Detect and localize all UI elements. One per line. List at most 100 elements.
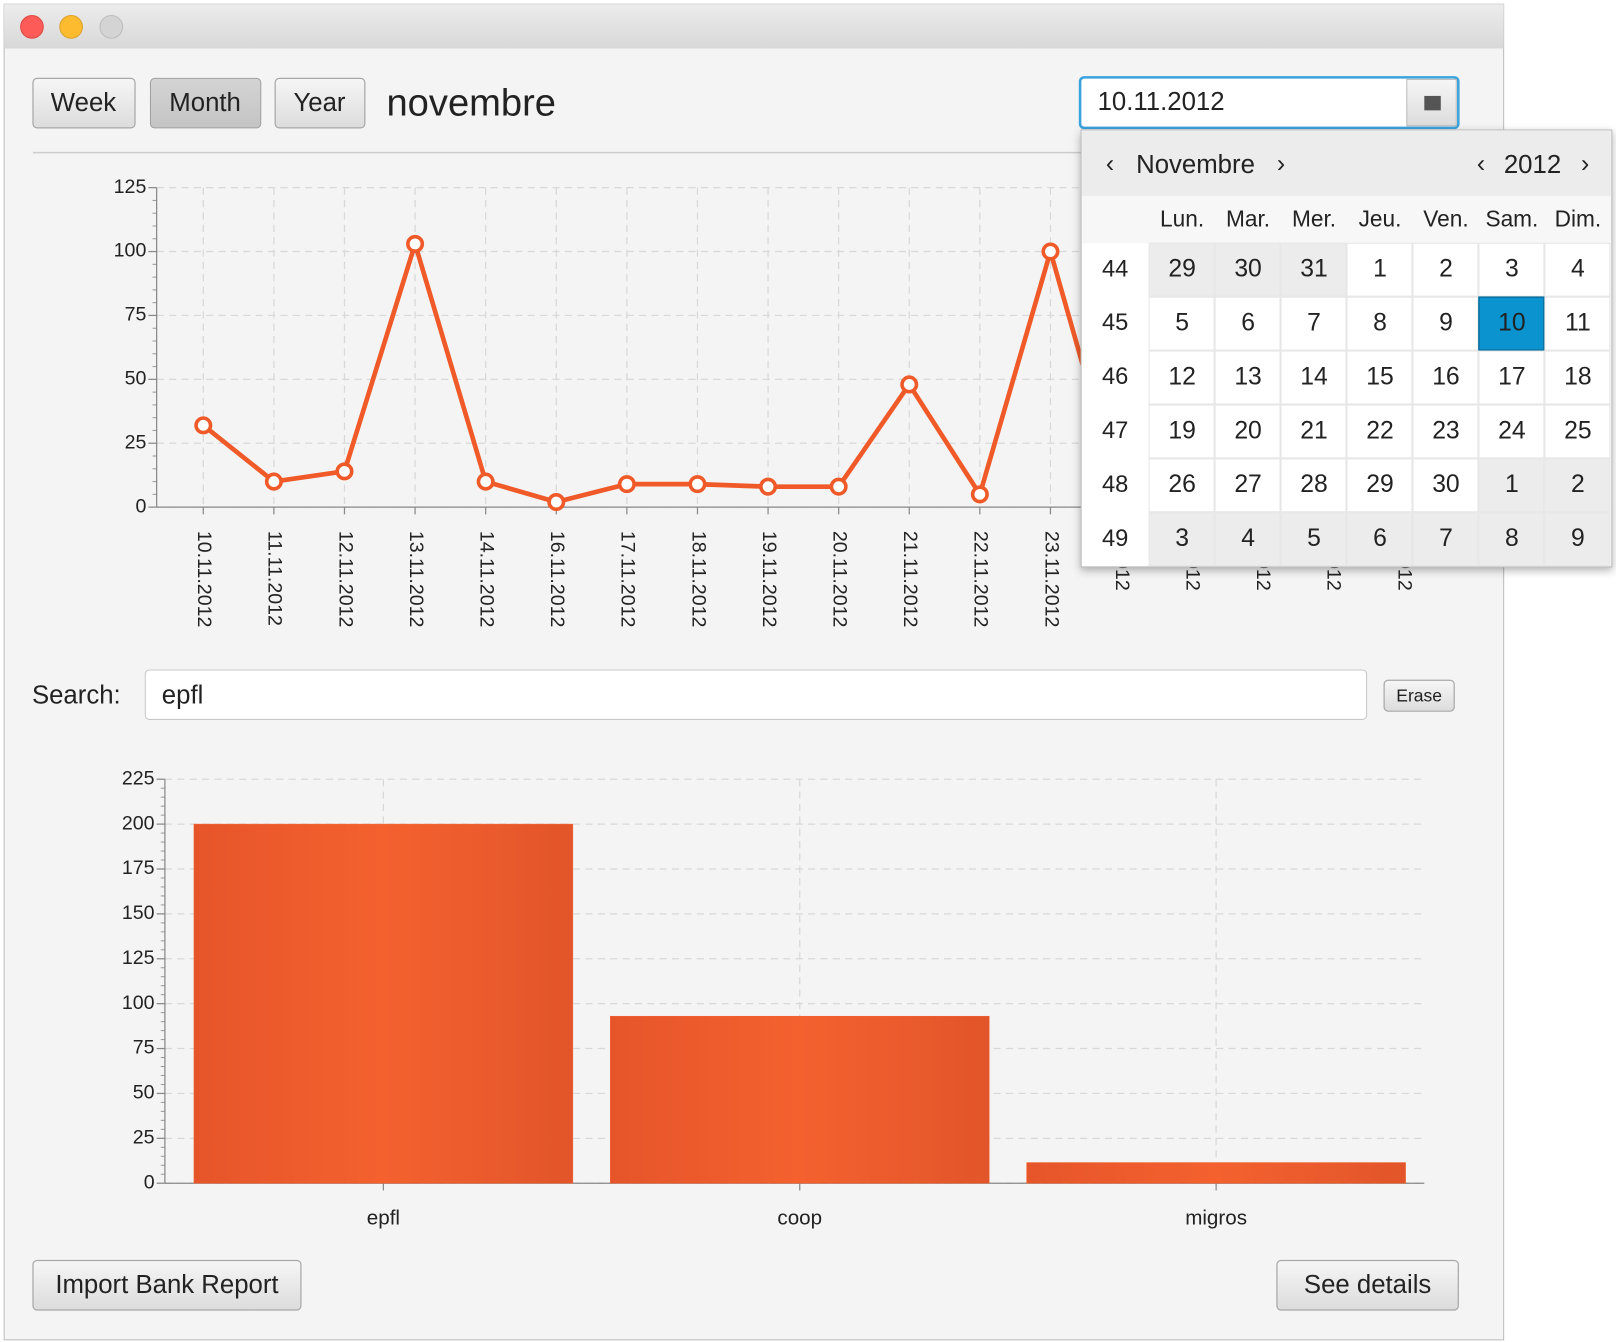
day-cell[interactable] bbox=[1214, 350, 1281, 405]
day-label: 2 bbox=[1571, 471, 1585, 498]
day-cell[interactable] bbox=[1346, 512, 1413, 567]
prev-month[interactable]: ‹ bbox=[1106, 151, 1114, 178]
day-cell[interactable] bbox=[1280, 404, 1347, 459]
day-cell[interactable] bbox=[1478, 512, 1545, 567]
close-button[interactable] bbox=[20, 15, 44, 39]
day-label: 5 bbox=[1175, 310, 1189, 337]
day-label: 18 bbox=[1564, 363, 1592, 390]
day-cell[interactable] bbox=[1544, 296, 1611, 351]
day-cell[interactable] bbox=[1478, 296, 1545, 351]
y-tick-label: 75 bbox=[133, 1037, 155, 1059]
date-value: 10.11.2012 bbox=[1098, 88, 1225, 116]
button-label: Erase bbox=[1396, 685, 1442, 705]
day-cell[interactable] bbox=[1412, 350, 1479, 405]
x-tick-label: 14.11.2012 bbox=[476, 531, 498, 628]
month-label: Novembre bbox=[1136, 151, 1255, 179]
x-tick-label: 12.11.2012 bbox=[334, 531, 356, 628]
day-cell[interactable] bbox=[1346, 296, 1413, 351]
day-label: 10 bbox=[1498, 310, 1526, 337]
day-cell[interactable] bbox=[1412, 404, 1479, 459]
point bbox=[476, 472, 495, 491]
bar bbox=[610, 1015, 990, 1184]
day-label: 6 bbox=[1373, 525, 1387, 552]
day-cell[interactable] bbox=[1478, 242, 1545, 297]
day-label: 4 bbox=[1241, 525, 1255, 552]
day-cell[interactable] bbox=[1478, 404, 1545, 459]
x-tick-label: 13.11.2012 bbox=[405, 531, 427, 628]
point bbox=[1041, 242, 1060, 261]
day-cell[interactable] bbox=[1346, 404, 1413, 459]
year-button[interactable] bbox=[274, 77, 366, 129]
day-label: 8 bbox=[1505, 525, 1519, 552]
day-cell[interactable] bbox=[1214, 296, 1281, 351]
day-cell[interactable] bbox=[1148, 404, 1215, 459]
x-tick-label: 17.11.2012 bbox=[617, 531, 639, 628]
point bbox=[688, 475, 707, 494]
day-cell[interactable] bbox=[1346, 242, 1413, 297]
details-button[interactable] bbox=[1276, 1259, 1459, 1311]
day-cell[interactable] bbox=[1544, 458, 1611, 513]
day-cell[interactable] bbox=[1478, 458, 1545, 513]
bar-chart: 0 25 50 75 100 125 150 175 200 225 epfl coop migros bbox=[122, 767, 1425, 1230]
day-cell[interactable] bbox=[1280, 296, 1347, 351]
day-cell[interactable] bbox=[1412, 458, 1479, 513]
day-cell[interactable] bbox=[1280, 512, 1347, 567]
day-cell[interactable] bbox=[1544, 242, 1611, 297]
day-cell[interactable] bbox=[1148, 242, 1215, 297]
day-cell[interactable] bbox=[1280, 350, 1347, 405]
day-cell[interactable] bbox=[1544, 350, 1611, 405]
day-cell[interactable] bbox=[1214, 458, 1281, 513]
year-label: 2012 bbox=[1504, 151, 1561, 179]
minimize-button[interactable] bbox=[59, 15, 83, 39]
day-label: 2 bbox=[1439, 256, 1453, 283]
x-tick-label: migros bbox=[1185, 1207, 1247, 1230]
day-label: 23 bbox=[1432, 417, 1460, 444]
date-field[interactable] bbox=[1078, 76, 1460, 130]
day-label: 31 bbox=[1300, 256, 1328, 283]
point bbox=[617, 475, 636, 494]
day-label: 20 bbox=[1234, 417, 1262, 444]
zoom-button[interactable] bbox=[99, 15, 124, 39]
day-cell[interactable] bbox=[1148, 296, 1215, 351]
x-tick-label: 23.11.2012 bbox=[1040, 531, 1062, 628]
day-cell[interactable] bbox=[1544, 512, 1611, 567]
day-label: 16 bbox=[1432, 363, 1460, 390]
day-cell[interactable] bbox=[1280, 458, 1347, 513]
day-label: 13 bbox=[1234, 363, 1262, 390]
day-label: 19 bbox=[1168, 417, 1196, 444]
month-button[interactable] bbox=[149, 77, 262, 129]
day-cell[interactable] bbox=[1346, 350, 1413, 405]
bar bbox=[193, 823, 574, 1184]
search-field[interactable] bbox=[144, 669, 1368, 720]
day-cell[interactable] bbox=[1478, 350, 1545, 405]
import-button[interactable] bbox=[32, 1259, 302, 1311]
point bbox=[970, 485, 989, 504]
day-cell[interactable] bbox=[1412, 242, 1479, 297]
day-cell[interactable] bbox=[1148, 458, 1215, 513]
next-year[interactable]: › bbox=[1581, 151, 1589, 178]
prev-year[interactable]: ‹ bbox=[1477, 151, 1485, 178]
button-label: Year bbox=[293, 89, 345, 117]
x-tick-label: 20.11.2012 bbox=[828, 531, 850, 628]
week-number: 48 bbox=[1102, 472, 1128, 498]
day-cell[interactable] bbox=[1214, 242, 1281, 297]
week-number: 45 bbox=[1102, 310, 1128, 336]
line bbox=[201, 241, 1124, 505]
button-label: See details bbox=[1304, 1271, 1431, 1299]
day-cell[interactable] bbox=[1280, 242, 1347, 297]
day-label: 8 bbox=[1373, 310, 1387, 337]
day-cell[interactable] bbox=[1412, 512, 1479, 567]
day-cell[interactable] bbox=[1544, 404, 1611, 459]
day-label: 6 bbox=[1241, 310, 1255, 337]
day-cell[interactable] bbox=[1214, 512, 1281, 567]
week-button[interactable] bbox=[32, 77, 136, 129]
day-cell[interactable] bbox=[1148, 512, 1215, 567]
day-cell[interactable] bbox=[1148, 350, 1215, 405]
day-cell[interactable] bbox=[1412, 296, 1479, 351]
next-month[interactable]: › bbox=[1277, 151, 1285, 178]
week-number: 46 bbox=[1102, 364, 1128, 390]
point bbox=[547, 493, 566, 512]
day-cell[interactable] bbox=[1214, 404, 1281, 459]
day-cell[interactable] bbox=[1346, 458, 1413, 513]
erase-button[interactable] bbox=[1383, 679, 1455, 712]
